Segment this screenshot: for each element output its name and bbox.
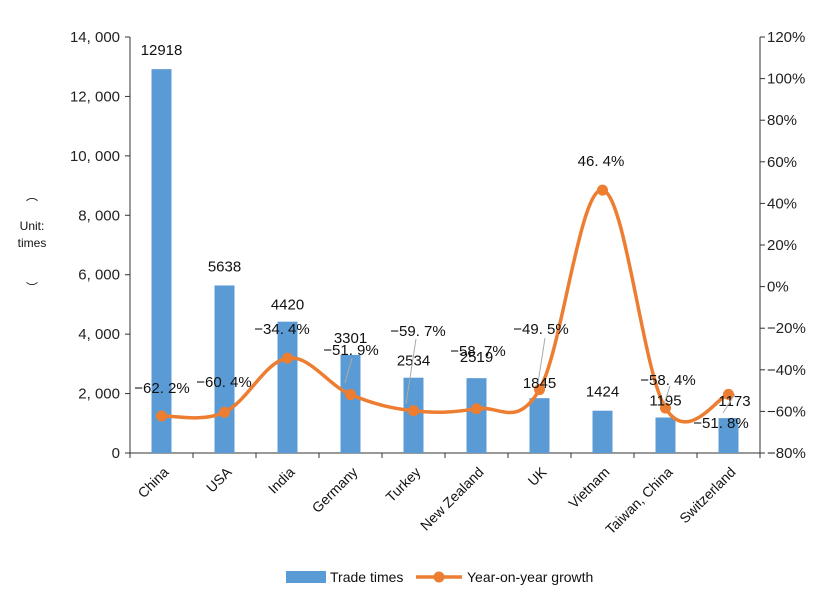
right-tick-label: 20% bbox=[767, 237, 797, 254]
category-label: Germany bbox=[309, 464, 361, 516]
left-tick-label: 4, 000 bbox=[78, 326, 120, 343]
point-growth bbox=[534, 384, 545, 396]
point-growth bbox=[597, 184, 608, 196]
point-growth bbox=[660, 402, 671, 414]
point-growth bbox=[345, 389, 356, 401]
bar-trade-times bbox=[340, 354, 361, 453]
right-tick-label: 120% bbox=[767, 29, 805, 46]
bar-trade-times bbox=[529, 398, 550, 453]
y-left-unit-label: ︵ bbox=[26, 189, 38, 203]
left-tick-label: 6, 000 bbox=[78, 267, 120, 284]
left-tick-label: 14, 000 bbox=[70, 29, 120, 46]
right-tick-label: 40% bbox=[767, 195, 797, 212]
category-label: India bbox=[265, 464, 298, 497]
point-growth bbox=[156, 410, 167, 422]
series-line-growth bbox=[159, 188, 731, 424]
left-tick-label: 10, 000 bbox=[70, 148, 120, 165]
bar-trade-times bbox=[592, 410, 613, 453]
bar-data-label: 1173 bbox=[718, 393, 750, 410]
bar-data-label: 1424 bbox=[586, 384, 619, 401]
y-left-unit-label: Unit: bbox=[20, 219, 45, 233]
left-tick-label: 12, 000 bbox=[70, 88, 120, 105]
line-data-label: −58. 4% bbox=[640, 372, 695, 389]
line-data-label: −49. 5% bbox=[513, 321, 568, 338]
y-left-unit-label: times bbox=[18, 236, 47, 250]
right-tick-label: 80% bbox=[767, 112, 797, 129]
left-tick-label: 8, 000 bbox=[78, 207, 120, 224]
point-growth bbox=[723, 388, 734, 400]
left-tick-label: 2, 000 bbox=[78, 386, 120, 403]
label-leader-line bbox=[537, 337, 546, 384]
bar-trade-times bbox=[277, 321, 298, 453]
left-tick-label: 0 bbox=[112, 445, 120, 462]
category-label: UK bbox=[525, 463, 551, 489]
point-growth bbox=[219, 406, 230, 418]
right-tick-label: −40% bbox=[767, 362, 806, 379]
label-leader-line bbox=[405, 338, 417, 405]
category-label: Taiwan, China bbox=[602, 464, 676, 538]
right-tick-label: 60% bbox=[767, 154, 797, 171]
line-data-label: −34. 4% bbox=[254, 321, 309, 338]
bar-trade-times bbox=[466, 378, 487, 453]
legend-swatch-trade-times bbox=[286, 571, 326, 583]
label-leader-line bbox=[663, 385, 671, 405]
y-left-unit-label: ︶ bbox=[26, 281, 38, 295]
line-data-label: −60. 4% bbox=[196, 374, 251, 391]
legend-label-trade-times: Trade times bbox=[330, 569, 403, 585]
bar-trade-times bbox=[655, 417, 676, 453]
label-leader-line bbox=[344, 357, 353, 384]
line-data-label: −51. 8% bbox=[693, 415, 748, 432]
bar-trade-times bbox=[214, 285, 235, 453]
legend-label-growth: Year-on-year growth bbox=[467, 569, 593, 585]
bar-data-label: 2534 bbox=[397, 353, 430, 370]
line-data-label: −51. 9% bbox=[323, 342, 378, 359]
right-tick-label: 100% bbox=[767, 71, 805, 88]
bar-data-label: 5638 bbox=[208, 258, 241, 275]
bar-trade-times bbox=[718, 418, 739, 453]
bar-data-label: 12918 bbox=[141, 42, 183, 59]
point-growth bbox=[408, 405, 419, 417]
line-data-label: −59. 7% bbox=[390, 323, 445, 340]
category-label: USA bbox=[203, 463, 235, 495]
right-tick-label: −60% bbox=[767, 403, 806, 420]
bar-data-label: 1845 bbox=[523, 375, 556, 392]
bar-data-label: 3301 bbox=[334, 330, 367, 347]
right-tick-label: 0% bbox=[767, 279, 789, 296]
line-data-label: −62. 2% bbox=[134, 380, 189, 397]
bar-data-label: 4420 bbox=[271, 297, 304, 314]
category-label: New Zealand bbox=[417, 464, 487, 534]
category-label: Turkey bbox=[382, 464, 423, 505]
bar-trade-times bbox=[151, 69, 172, 454]
label-leader-line bbox=[722, 393, 736, 414]
point-growth bbox=[282, 352, 293, 364]
category-label: Vietnam bbox=[565, 464, 612, 511]
right-tick-label: −80% bbox=[767, 445, 806, 462]
right-tick-label: −20% bbox=[767, 320, 806, 337]
category-label: China bbox=[134, 464, 171, 501]
bar-data-label: 2519 bbox=[460, 349, 493, 366]
point-growth bbox=[471, 403, 482, 415]
legend-swatch-growth-marker bbox=[433, 571, 445, 583]
category-label: Switzerland bbox=[676, 464, 738, 526]
line-data-label: −58. 7% bbox=[450, 343, 505, 360]
line-data-label: 46. 4% bbox=[578, 153, 625, 170]
